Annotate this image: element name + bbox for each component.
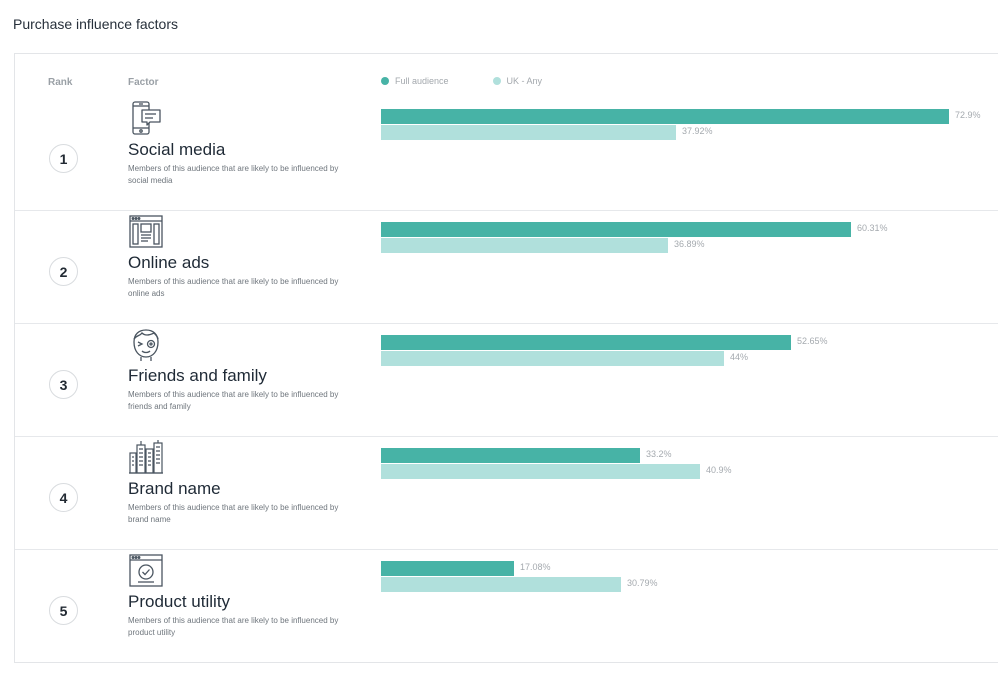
legend-item-full-audience: Full audience	[381, 76, 449, 86]
legend-label-full-audience: Full audience	[395, 76, 449, 86]
browser-ad-icon	[128, 213, 164, 249]
smartphone-chat-icon	[128, 100, 164, 136]
factor-row: 4 Brand name Members of this audience that…	[15, 437, 998, 550]
factor-description: Members of this audience that are likely…	[128, 390, 339, 411]
bar-uk-any	[381, 351, 724, 366]
bar-value-label: 30.79%	[627, 578, 658, 588]
influence-factors-panel: Rank Factor Full audience UK - Any 1 Soci…	[14, 53, 998, 663]
factor-name: Social media	[128, 140, 226, 159]
factor-row: 1 Social media Members of this audience th…	[15, 98, 998, 211]
factor-column-header: Factor	[128, 77, 159, 88]
bar-value-label: 37.92%	[682, 126, 713, 136]
chart-legend: Full audience UK - Any	[381, 76, 586, 86]
bar-uk-any	[381, 577, 621, 592]
factor-bars: 52.65% 44%	[381, 324, 998, 436]
bar-full-audience	[381, 109, 949, 124]
factor-name: Online ads	[128, 253, 210, 272]
rank-column-header: Rank	[48, 77, 73, 88]
factor-row: 3 Friends and family Members of this audie…	[15, 324, 998, 437]
bar-uk-any	[381, 125, 676, 140]
rank-badge: 1	[49, 144, 78, 173]
legend-swatch-full-audience	[381, 77, 389, 85]
rank-badge: 2	[49, 257, 78, 286]
factor-bars: 17.08% 30.79%	[381, 550, 998, 662]
factor-bars: 60.31% 36.89%	[381, 211, 998, 323]
factor-bars: 33.2% 40.9%	[381, 437, 998, 549]
friend-face-icon	[128, 326, 164, 362]
bar-value-label: 72.9%	[955, 110, 981, 120]
factor-name: Friends and family	[128, 366, 267, 385]
bar-value-label: 40.9%	[706, 465, 732, 475]
rank-badge: 5	[49, 596, 78, 625]
factor-row: 2 Online ads Members of this audience that…	[15, 211, 998, 324]
bar-full-audience	[381, 335, 791, 350]
bar-value-label: 33.2%	[646, 449, 672, 459]
bar-full-audience	[381, 448, 640, 463]
rank-badge: 4	[49, 483, 78, 512]
factor-name: Brand name	[128, 479, 221, 498]
bar-full-audience	[381, 561, 514, 576]
legend-swatch-uk-any	[492, 77, 501, 85]
bar-value-label: 52.65%	[797, 336, 828, 346]
bar-uk-any	[381, 464, 700, 479]
factor-description: Members of this audience that are likely…	[128, 277, 339, 298]
legend-item-uk-any: UK - Any	[492, 76, 543, 86]
factor-description: Members of this audience that are likely…	[128, 503, 339, 524]
bar-value-label: 60.31%	[857, 223, 888, 233]
browser-check-icon	[128, 552, 164, 588]
bar-value-label: 17.08%	[520, 562, 551, 572]
factor-row: 5 Product utility Members of this audience…	[15, 550, 998, 662]
factor-description: Members of this audience that are likely…	[128, 164, 339, 185]
bar-value-label: 36.89%	[674, 239, 705, 249]
rank-badge: 3	[49, 370, 78, 399]
bar-full-audience	[381, 222, 851, 237]
factor-name: Product utility	[128, 592, 231, 611]
legend-label-uk-any: UK - Any	[506, 76, 543, 86]
factor-description: Members of this audience that are likely…	[128, 616, 339, 637]
bar-value-label: 44%	[730, 352, 749, 362]
city-buildings-icon	[128, 439, 164, 475]
page-title: Purchase influence factors	[13, 16, 178, 32]
bar-uk-any	[381, 238, 668, 253]
factor-bars: 72.9% 37.92%	[381, 98, 998, 210]
